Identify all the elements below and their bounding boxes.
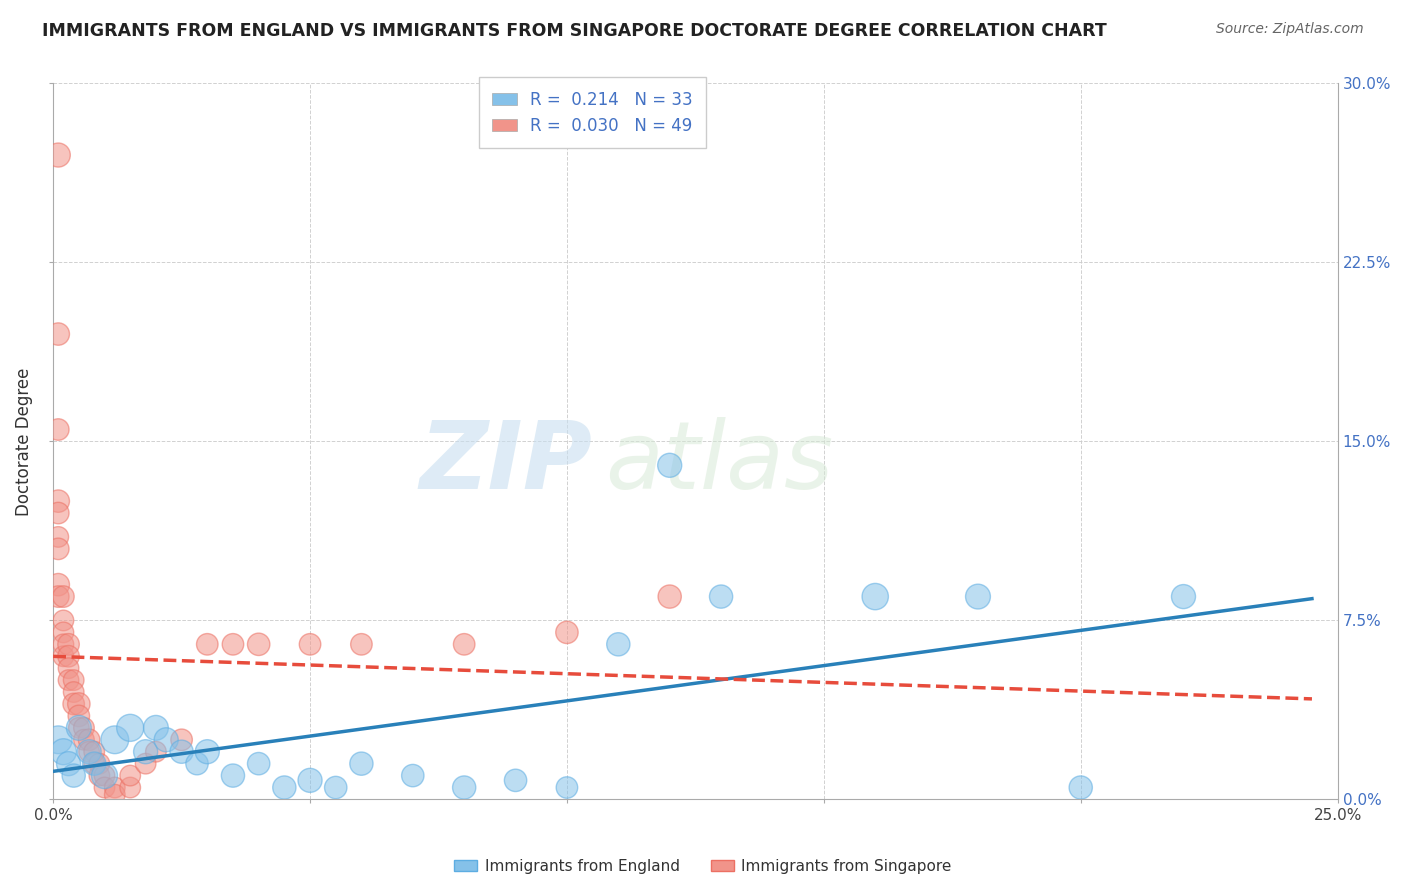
Point — [77, 745, 100, 759]
Point — [402, 768, 425, 782]
Text: IMMIGRANTS FROM ENGLAND VS IMMIGRANTS FROM SINGAPORE DOCTORATE DEGREE CORRELATIO: IMMIGRANTS FROM ENGLAND VS IMMIGRANTS FR… — [42, 22, 1107, 40]
Point — [62, 697, 84, 711]
Point — [453, 637, 475, 651]
Point — [453, 780, 475, 795]
Y-axis label: Doctorate Degree: Doctorate Degree — [15, 368, 32, 516]
Point — [195, 637, 218, 651]
Legend: Immigrants from England, Immigrants from Singapore: Immigrants from England, Immigrants from… — [449, 853, 957, 880]
Point — [555, 780, 578, 795]
Point — [83, 756, 105, 771]
Point — [62, 768, 84, 782]
Point — [135, 756, 157, 771]
Point — [273, 780, 295, 795]
Point — [505, 773, 527, 788]
Point — [46, 530, 69, 544]
Point — [52, 637, 75, 651]
Text: ZIP: ZIP — [420, 417, 592, 509]
Point — [46, 541, 69, 556]
Point — [67, 721, 90, 735]
Point — [104, 780, 127, 795]
Point — [145, 745, 167, 759]
Legend: R =  0.214   N = 33, R =  0.030   N = 49: R = 0.214 N = 33, R = 0.030 N = 49 — [479, 78, 706, 148]
Point — [710, 590, 733, 604]
Point — [247, 637, 270, 651]
Point — [67, 697, 90, 711]
Point — [73, 721, 96, 735]
Point — [58, 756, 80, 771]
Point — [83, 756, 105, 771]
Point — [52, 625, 75, 640]
Point — [170, 732, 193, 747]
Point — [58, 649, 80, 664]
Point — [658, 590, 681, 604]
Point — [67, 721, 90, 735]
Point — [145, 721, 167, 735]
Point — [195, 745, 218, 759]
Point — [170, 745, 193, 759]
Point — [89, 756, 111, 771]
Point — [89, 768, 111, 782]
Point — [46, 423, 69, 437]
Point — [1070, 780, 1092, 795]
Point — [299, 637, 322, 651]
Point — [62, 673, 84, 687]
Point — [607, 637, 630, 651]
Point — [58, 661, 80, 675]
Point — [967, 590, 990, 604]
Point — [52, 745, 75, 759]
Point — [73, 732, 96, 747]
Point — [83, 745, 105, 759]
Point — [222, 637, 245, 651]
Point — [863, 590, 886, 604]
Point — [104, 732, 127, 747]
Point — [46, 494, 69, 508]
Point — [58, 637, 80, 651]
Point — [120, 768, 142, 782]
Point — [77, 732, 100, 747]
Text: Source: ZipAtlas.com: Source: ZipAtlas.com — [1216, 22, 1364, 37]
Point — [299, 773, 322, 788]
Point — [46, 590, 69, 604]
Point — [67, 709, 90, 723]
Point — [186, 756, 208, 771]
Point — [120, 780, 142, 795]
Text: atlas: atlas — [606, 417, 834, 508]
Point — [46, 326, 69, 341]
Point — [93, 768, 115, 782]
Point — [93, 768, 115, 782]
Point — [52, 590, 75, 604]
Point — [658, 458, 681, 473]
Point — [135, 745, 157, 759]
Point — [52, 649, 75, 664]
Point — [350, 756, 373, 771]
Point — [46, 577, 69, 591]
Point — [155, 732, 177, 747]
Point — [46, 732, 69, 747]
Point — [325, 780, 347, 795]
Point — [52, 614, 75, 628]
Point — [350, 637, 373, 651]
Point — [247, 756, 270, 771]
Point — [222, 768, 245, 782]
Point — [120, 721, 142, 735]
Point — [104, 788, 127, 802]
Point — [46, 506, 69, 520]
Point — [58, 673, 80, 687]
Point — [46, 148, 69, 162]
Point — [1173, 590, 1195, 604]
Point — [77, 745, 100, 759]
Point — [555, 625, 578, 640]
Point — [62, 685, 84, 699]
Point — [93, 780, 115, 795]
